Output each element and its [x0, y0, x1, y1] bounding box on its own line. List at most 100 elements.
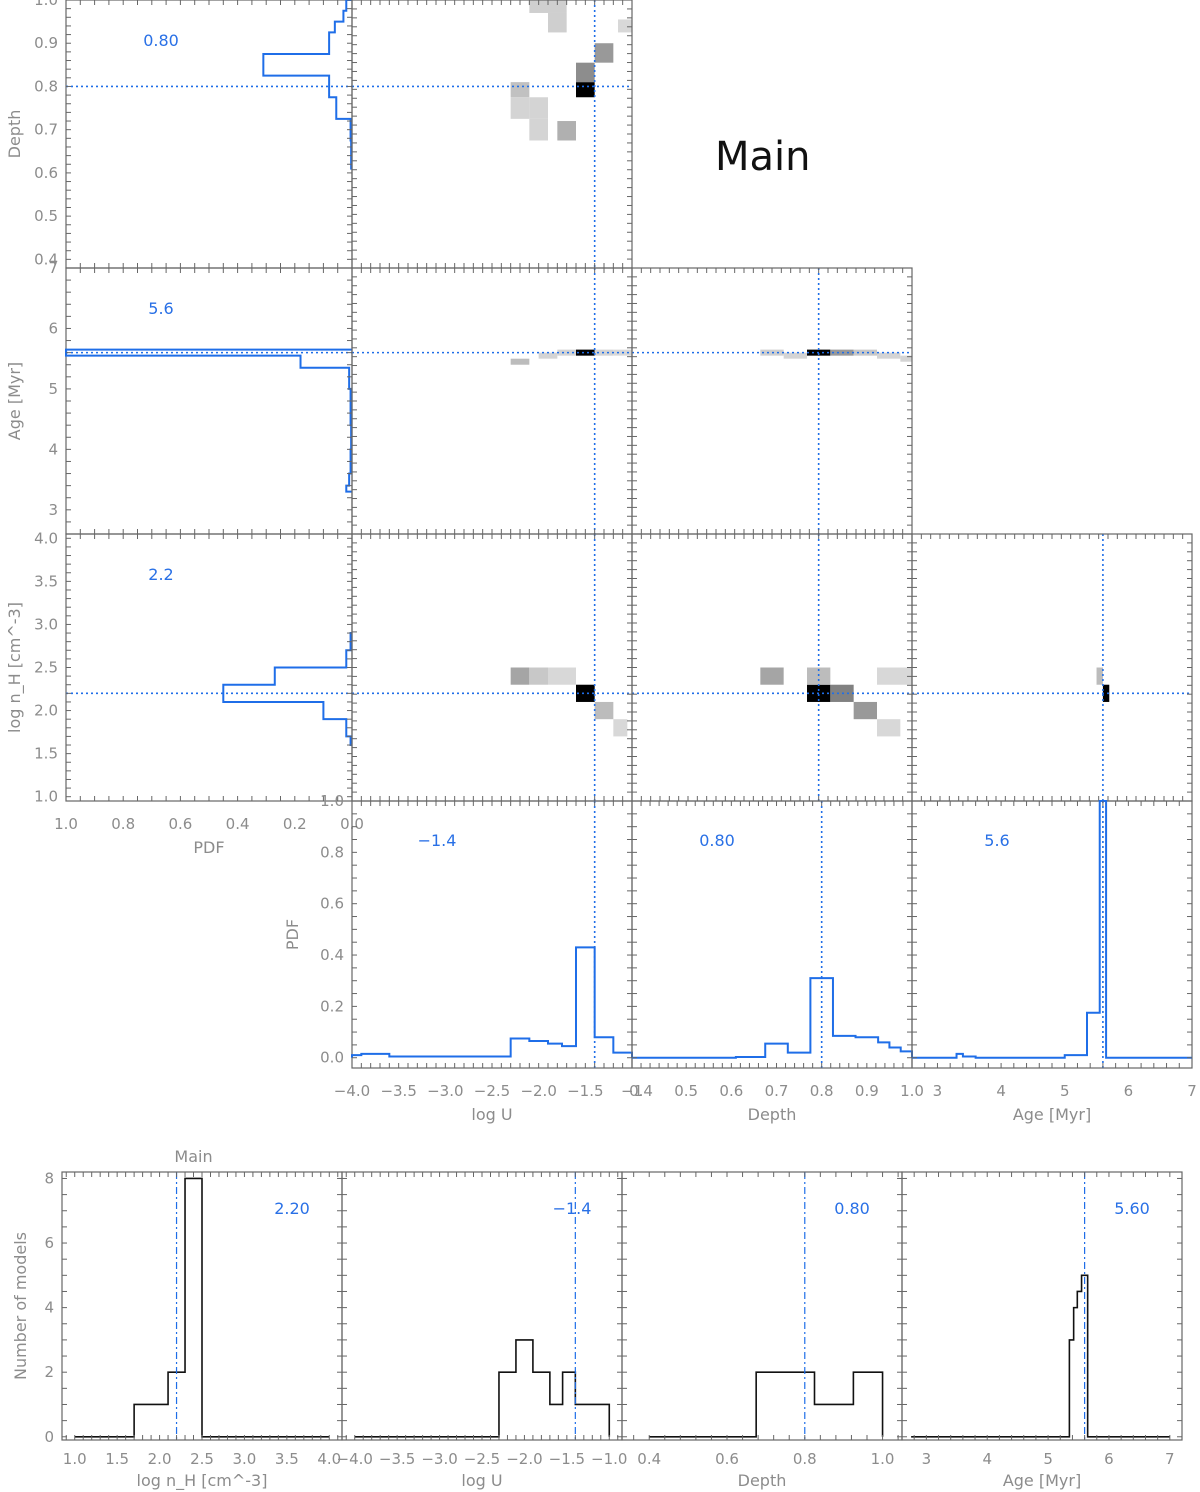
x-tick-label: −2.0 — [520, 1082, 556, 1100]
pdf-step-line — [222, 632, 352, 747]
panel-frame — [901, 1171, 1183, 1441]
panel-frame — [351, 533, 633, 802]
x-tick-label: 4 — [996, 1082, 1006, 1100]
x-tick-label: 4.0 — [317, 1450, 341, 1468]
x-tick-label: 6 — [1104, 1450, 1114, 1468]
x-tick-label: 0.6 — [715, 1450, 739, 1468]
heatmap-cell — [594, 43, 614, 63]
y-tick-label: 0.4 — [320, 946, 344, 964]
y-tick-label: 4 — [48, 440, 58, 458]
heatmap-cell — [548, 12, 567, 33]
x-tick-label: 3 — [922, 1450, 932, 1468]
x-tick-label: −1.0 — [591, 1450, 627, 1468]
x-tick-label: 7 — [1187, 1082, 1197, 1100]
best-value-label: −1.4 — [418, 831, 457, 850]
heatmap-cell — [510, 82, 530, 98]
y-tick-label: 5 — [48, 380, 58, 398]
y-tick-label: 1.0 — [34, 0, 58, 9]
y-tick-label: 1.5 — [34, 745, 58, 763]
x-tick-label: 0.6 — [719, 1082, 743, 1100]
x-tick-label: 0.4 — [629, 1082, 653, 1100]
heatmap-cell — [529, 97, 548, 119]
y-tick-label: 0.2 — [320, 997, 344, 1015]
pdf-step-line — [262, 0, 353, 170]
heatmap-cell — [529, 118, 548, 141]
x-tick-label: 1.0 — [900, 1082, 924, 1100]
histogram-step-line — [911, 1274, 1170, 1438]
x-axis-label: log n_H [cm^-3] — [137, 1471, 268, 1491]
x-tick-label: −4.0 — [337, 1450, 373, 1468]
x-tick-label: −1.5 — [567, 1082, 603, 1100]
y-tick-label: 7 — [48, 259, 58, 277]
heatmap-cell — [529, 667, 548, 685]
heatmap-cell — [576, 82, 595, 98]
best-value-label: −1.4 — [553, 1199, 592, 1218]
x-tick-label: 0.5 — [674, 1082, 698, 1100]
y-tick-label: 0 — [44, 1428, 54, 1446]
heatmap-cell — [877, 719, 901, 737]
x-tick-label: 0.8 — [793, 1450, 817, 1468]
best-value-label: 5.60 — [1114, 1199, 1150, 1218]
x-tick-label: 4 — [982, 1450, 992, 1468]
heatmap-cell — [594, 701, 614, 720]
heatmap-cell — [877, 667, 912, 685]
heatmap-cell — [538, 352, 558, 359]
heatmap-cell — [853, 701, 877, 720]
y-axis-label: log n_H [cm^-3] — [5, 602, 25, 733]
y-tick-label: 0.6 — [34, 164, 58, 182]
x-tick-label: −2.0 — [506, 1450, 542, 1468]
x-tick-label: 0.6 — [168, 815, 192, 833]
x-tick-label: −2.5 — [464, 1450, 500, 1468]
y-tick-label: 0.4 — [34, 250, 58, 268]
heatmap-cell — [1096, 667, 1103, 685]
y-tick-label: 3 — [48, 501, 58, 519]
heatmap-cell — [576, 62, 595, 83]
best-value-label: 5.6 — [984, 831, 1009, 850]
x-tick-label: 1.0 — [54, 815, 78, 833]
histogram-step-line — [649, 1371, 884, 1438]
y-tick-label: 0.9 — [34, 34, 58, 52]
panel-frame — [351, 0, 633, 269]
y-tick-label: 4.0 — [34, 529, 58, 547]
panel-frame — [631, 267, 913, 535]
x-tick-label: 1.0 — [871, 1450, 895, 1468]
y-tick-label: 3.5 — [34, 572, 58, 590]
histogram-step-line — [354, 1339, 611, 1438]
x-tick-label: −4.0 — [334, 1082, 370, 1100]
heatmap-cell — [557, 349, 576, 356]
heatmap-cell — [618, 19, 632, 33]
x-tick-label: 3 — [933, 1082, 943, 1100]
y-tick-label: 0.8 — [34, 77, 58, 95]
pdf-step-line — [351, 946, 633, 1058]
panel-frame — [911, 533, 1193, 802]
pdf-step-line — [65, 348, 353, 493]
x-axis-label: Depth — [748, 1105, 797, 1124]
y-tick-label: 2 — [44, 1363, 54, 1381]
heatmap-cell — [548, 0, 567, 13]
y-axis-label: Age [Myr] — [5, 362, 24, 440]
heatmap-cell — [760, 667, 784, 685]
panel-frame — [351, 267, 633, 535]
panel-frame — [631, 800, 913, 1069]
x-tick-label: 7 — [1165, 1450, 1175, 1468]
heatmap-cell — [529, 0, 548, 13]
y-tick-label: 0.0 — [320, 1049, 344, 1067]
y-tick-label: 6 — [48, 319, 58, 337]
y-tick-label: 1.0 — [34, 788, 58, 806]
x-axis-label: Age [Myr] — [1013, 1105, 1091, 1124]
x-tick-label: 0.8 — [111, 815, 135, 833]
x-tick-label: 5 — [1043, 1450, 1053, 1468]
best-value-label: 2.20 — [274, 1199, 310, 1218]
x-tick-label: 2.5 — [190, 1450, 214, 1468]
pdf-step-line — [912, 800, 1192, 1059]
x-tick-label: 1.5 — [105, 1450, 129, 1468]
y-axis-label: Depth — [5, 110, 24, 159]
heatmap-cell — [548, 667, 576, 685]
y-tick-label: 2.5 — [34, 659, 58, 677]
y-axis-label: Number of models — [11, 1232, 30, 1380]
x-axis-label: Depth — [738, 1471, 787, 1490]
x-tick-label: 0.4 — [637, 1450, 661, 1468]
x-tick-label: 0.7 — [765, 1082, 789, 1100]
x-axis-label: log U — [461, 1471, 502, 1490]
